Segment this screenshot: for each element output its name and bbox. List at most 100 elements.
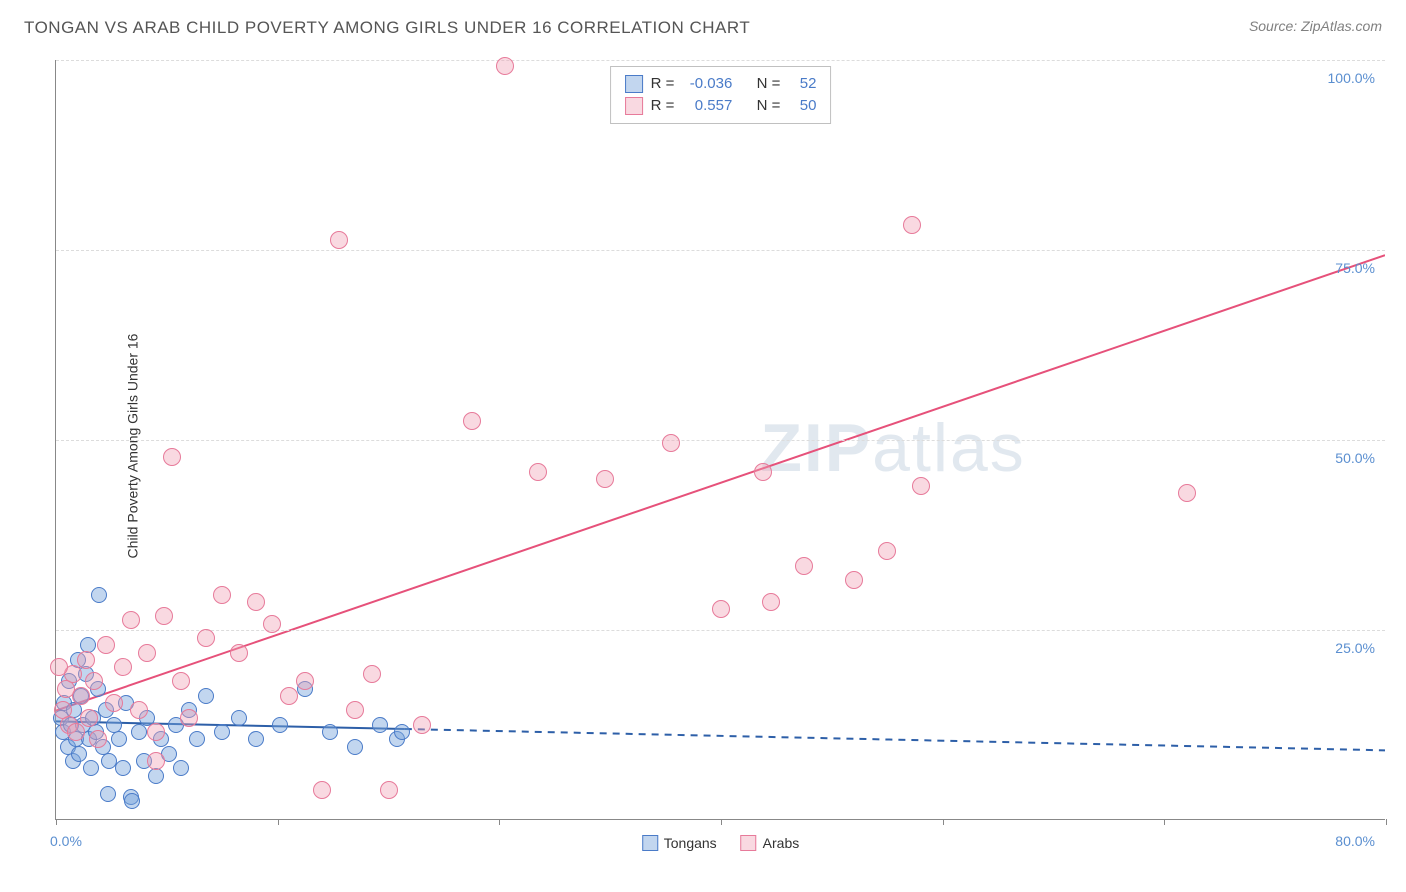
x-tick: [1164, 819, 1165, 825]
data-point: [372, 717, 388, 733]
r-value: -0.036: [682, 73, 732, 95]
data-point: [155, 607, 173, 625]
data-point: [754, 463, 772, 481]
data-point: [214, 724, 230, 740]
data-point: [50, 658, 68, 676]
data-point: [496, 57, 514, 75]
data-point: [130, 701, 148, 719]
r-label: R =: [651, 95, 675, 117]
data-point: [114, 658, 132, 676]
n-value: 50: [788, 95, 816, 117]
data-point: [363, 665, 381, 683]
data-point: [263, 615, 281, 633]
data-point: [97, 636, 115, 654]
data-point: [124, 793, 140, 809]
r-label: R =: [651, 73, 675, 95]
data-point: [85, 672, 103, 690]
data-point: [280, 687, 298, 705]
data-point: [248, 731, 264, 747]
x-axis-max-label: 80.0%: [1335, 833, 1375, 849]
data-point: [1178, 484, 1196, 502]
data-point: [394, 724, 410, 740]
data-point: [903, 216, 921, 234]
data-point: [247, 593, 265, 611]
gridline: [56, 250, 1385, 251]
data-point: [180, 709, 198, 727]
data-point: [100, 786, 116, 802]
series-legend-label: Tongans: [664, 835, 717, 851]
data-point: [67, 723, 85, 741]
data-point: [198, 688, 214, 704]
watermark-bold: ZIP: [760, 410, 872, 486]
data-point: [878, 542, 896, 560]
data-point: [105, 694, 123, 712]
gridline: [56, 440, 1385, 441]
source-attribution: Source: ZipAtlas.com: [1249, 18, 1382, 34]
data-point: [213, 586, 231, 604]
legend-swatch: [625, 97, 643, 115]
data-point: [72, 687, 90, 705]
data-point: [189, 731, 205, 747]
data-point: [762, 593, 780, 611]
correlation-legend: R =-0.036 N =52R =0.557 N =50: [610, 66, 832, 124]
watermark: ZIPatlas: [760, 409, 1025, 487]
x-tick: [1386, 819, 1387, 825]
data-point: [173, 760, 189, 776]
y-tick-label: 100.0%: [1328, 70, 1375, 86]
data-point: [330, 231, 348, 249]
x-axis-min-label: 0.0%: [50, 833, 82, 849]
correlation-legend-row: R = 0.557 N = 50: [625, 95, 817, 117]
legend-swatch: [741, 835, 757, 851]
data-point: [463, 412, 481, 430]
x-tick: [499, 819, 500, 825]
data-point: [596, 470, 614, 488]
data-point: [131, 724, 147, 740]
data-point: [111, 731, 127, 747]
data-point: [272, 717, 288, 733]
legend-swatch: [625, 75, 643, 93]
legend-swatch: [642, 835, 658, 851]
data-point: [413, 716, 431, 734]
data-point: [380, 781, 398, 799]
n-label: N =: [757, 95, 781, 117]
y-tick-label: 25.0%: [1335, 640, 1375, 656]
plot-area: ZIPatlas R =-0.036 N =52R =0.557 N =50 T…: [55, 60, 1385, 820]
series-legend-item: Tongans: [642, 835, 717, 851]
watermark-light: atlas: [872, 410, 1026, 486]
correlation-legend-row: R =-0.036 N =52: [625, 73, 817, 95]
data-point: [197, 629, 215, 647]
data-point: [662, 434, 680, 452]
data-point: [147, 752, 165, 770]
series-legend: Tongans Arabs: [642, 835, 800, 851]
y-tick-label: 75.0%: [1335, 260, 1375, 276]
data-point: [346, 701, 364, 719]
r-value: 0.557: [682, 95, 732, 117]
data-point: [296, 672, 314, 690]
data-point: [845, 571, 863, 589]
gridline: [56, 630, 1385, 631]
gridline: [56, 60, 1385, 61]
data-point: [347, 739, 363, 755]
data-point: [163, 448, 181, 466]
x-tick: [56, 819, 57, 825]
n-label: N =: [757, 73, 781, 95]
data-point: [89, 730, 107, 748]
data-point: [83, 760, 99, 776]
x-tick: [943, 819, 944, 825]
x-tick: [721, 819, 722, 825]
data-point: [322, 724, 338, 740]
data-point: [80, 709, 98, 727]
data-point: [912, 477, 930, 495]
data-point: [147, 723, 165, 741]
y-tick-label: 50.0%: [1335, 450, 1375, 466]
data-point: [231, 710, 247, 726]
data-point: [77, 651, 95, 669]
x-tick: [278, 819, 279, 825]
chart-title: TONGAN VS ARAB CHILD POVERTY AMONG GIRLS…: [24, 18, 750, 38]
data-point: [91, 587, 107, 603]
series-legend-label: Arabs: [763, 835, 800, 851]
data-point: [172, 672, 190, 690]
data-point: [795, 557, 813, 575]
data-point: [529, 463, 547, 481]
data-point: [230, 644, 248, 662]
